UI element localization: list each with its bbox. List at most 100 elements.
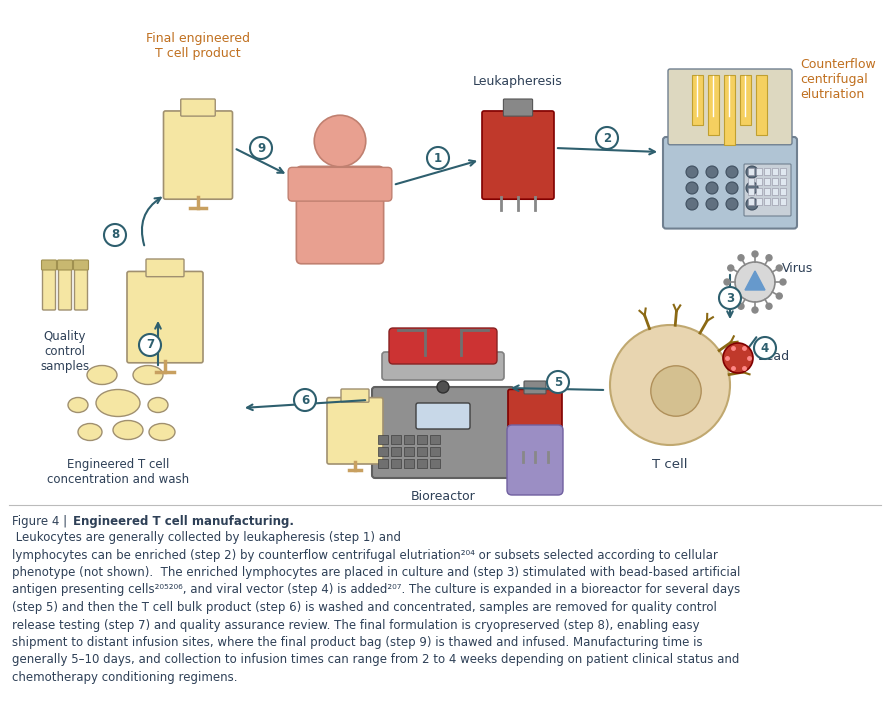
- FancyBboxPatch shape: [43, 266, 55, 310]
- Circle shape: [139, 334, 161, 356]
- Ellipse shape: [68, 398, 88, 413]
- Text: Bioreactor: Bioreactor: [410, 490, 475, 503]
- Text: 9: 9: [257, 141, 265, 155]
- Bar: [378, 447, 388, 456]
- Bar: [391, 447, 401, 456]
- Bar: [378, 459, 388, 468]
- Circle shape: [104, 224, 126, 246]
- Bar: [756, 168, 762, 175]
- Bar: [724, 75, 735, 145]
- Bar: [417, 459, 427, 468]
- Text: Quality
control
samples: Quality control samples: [40, 330, 90, 373]
- Text: 4: 4: [761, 342, 769, 354]
- Bar: [764, 188, 770, 195]
- Bar: [772, 198, 778, 205]
- Circle shape: [250, 137, 272, 159]
- Circle shape: [726, 182, 738, 194]
- Circle shape: [738, 255, 744, 261]
- Circle shape: [746, 166, 758, 178]
- Ellipse shape: [96, 390, 140, 417]
- FancyBboxPatch shape: [288, 168, 392, 201]
- Circle shape: [738, 303, 744, 310]
- FancyBboxPatch shape: [42, 260, 56, 270]
- Circle shape: [706, 166, 718, 178]
- Bar: [692, 75, 703, 125]
- Bar: [748, 168, 754, 175]
- FancyBboxPatch shape: [59, 266, 71, 310]
- Ellipse shape: [78, 423, 102, 440]
- FancyBboxPatch shape: [327, 398, 383, 464]
- Bar: [780, 198, 786, 205]
- Bar: [391, 435, 401, 444]
- Bar: [780, 188, 786, 195]
- Text: Leukocytes are generally collected by leukapheresis (step 1) and
lymphocytes can: Leukocytes are generally collected by le…: [12, 531, 740, 684]
- Circle shape: [719, 287, 741, 309]
- Circle shape: [776, 265, 782, 271]
- Text: T cell: T cell: [652, 458, 688, 471]
- Circle shape: [766, 303, 772, 310]
- Circle shape: [651, 366, 701, 416]
- Text: Engineered T cell
concentration and wash: Engineered T cell concentration and wash: [47, 458, 189, 486]
- Circle shape: [437, 381, 449, 393]
- Circle shape: [752, 307, 758, 313]
- FancyBboxPatch shape: [504, 99, 532, 116]
- Circle shape: [723, 343, 753, 373]
- FancyBboxPatch shape: [146, 259, 184, 277]
- Circle shape: [706, 182, 718, 194]
- FancyBboxPatch shape: [663, 137, 797, 229]
- FancyBboxPatch shape: [341, 389, 369, 402]
- Bar: [764, 178, 770, 185]
- Circle shape: [596, 127, 618, 149]
- FancyBboxPatch shape: [372, 387, 514, 478]
- Circle shape: [294, 389, 316, 411]
- FancyBboxPatch shape: [75, 266, 87, 310]
- Bar: [764, 198, 770, 205]
- Text: Counterflow
centrifugal
elutriation: Counterflow centrifugal elutriation: [800, 58, 876, 101]
- Polygon shape: [745, 271, 765, 290]
- FancyBboxPatch shape: [296, 166, 384, 263]
- FancyBboxPatch shape: [382, 352, 504, 380]
- Text: Bead: Bead: [758, 349, 790, 363]
- Circle shape: [726, 198, 738, 210]
- FancyBboxPatch shape: [668, 69, 792, 145]
- FancyBboxPatch shape: [508, 389, 562, 454]
- Bar: [780, 178, 786, 185]
- Ellipse shape: [149, 423, 175, 440]
- Text: 2: 2: [603, 131, 611, 145]
- Circle shape: [427, 147, 449, 169]
- Bar: [772, 178, 778, 185]
- FancyBboxPatch shape: [164, 111, 232, 200]
- Bar: [764, 168, 770, 175]
- Bar: [378, 435, 388, 444]
- Circle shape: [726, 166, 738, 178]
- Text: Engineered T cell manufacturing.: Engineered T cell manufacturing.: [73, 515, 294, 528]
- Circle shape: [686, 198, 698, 210]
- Bar: [772, 188, 778, 195]
- Text: 3: 3: [726, 292, 734, 305]
- Bar: [430, 447, 440, 456]
- Text: 7: 7: [146, 339, 154, 351]
- Ellipse shape: [87, 366, 117, 385]
- Circle shape: [610, 325, 730, 445]
- Circle shape: [752, 251, 758, 257]
- Circle shape: [686, 166, 698, 178]
- Bar: [404, 435, 414, 444]
- Bar: [430, 459, 440, 468]
- Bar: [417, 435, 427, 444]
- FancyBboxPatch shape: [58, 260, 72, 270]
- Circle shape: [728, 293, 733, 299]
- Text: Final engineered
T cell product: Final engineered T cell product: [146, 32, 250, 60]
- Bar: [740, 75, 751, 125]
- Text: 1: 1: [434, 151, 442, 165]
- Text: Leukapheresis: Leukapheresis: [473, 75, 562, 88]
- Circle shape: [314, 115, 366, 167]
- FancyBboxPatch shape: [482, 111, 554, 200]
- Bar: [756, 198, 762, 205]
- Bar: [748, 188, 754, 195]
- Bar: [772, 168, 778, 175]
- Circle shape: [746, 198, 758, 210]
- Circle shape: [547, 371, 569, 393]
- Text: Figure 4 |: Figure 4 |: [12, 515, 71, 528]
- Ellipse shape: [113, 420, 143, 439]
- Circle shape: [706, 198, 718, 210]
